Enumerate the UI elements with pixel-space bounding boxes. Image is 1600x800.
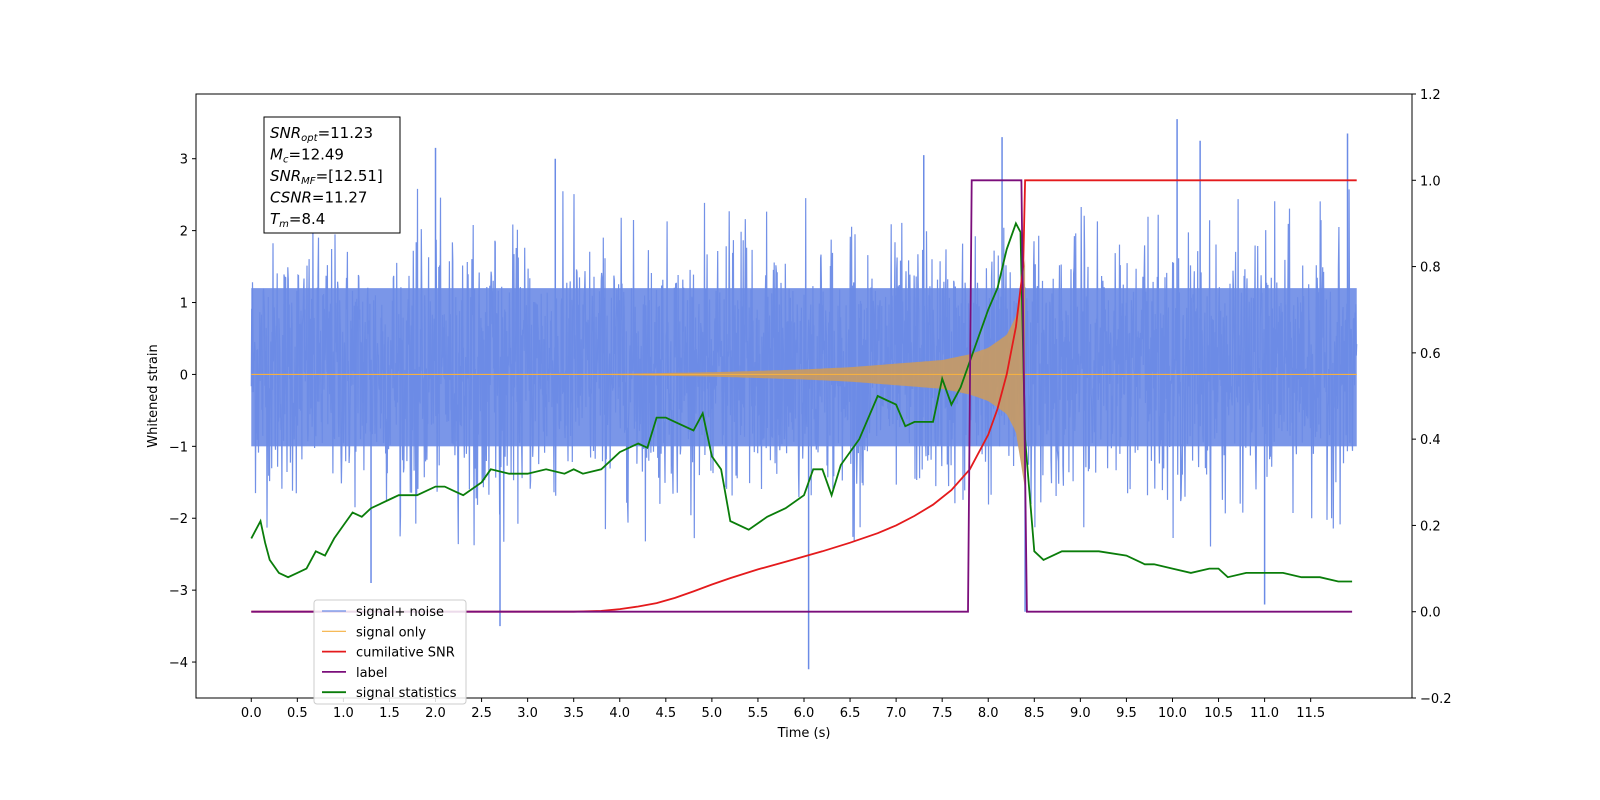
y-tick-label: −2 bbox=[169, 512, 188, 527]
x-tick-label: 11.0 bbox=[1250, 706, 1279, 721]
x-tick-label: 4.5 bbox=[655, 706, 676, 721]
label-line bbox=[251, 179, 1353, 613]
y2-tick-label: 0.0 bbox=[1420, 606, 1441, 621]
x-tick-label: 10.0 bbox=[1158, 706, 1187, 721]
y-axis-left: −4 −3 −2 −1 0 1 2 3 bbox=[169, 153, 196, 671]
x-tick-label: 5.0 bbox=[702, 706, 723, 721]
annotation-line: Mc=12.49 bbox=[270, 146, 344, 166]
x-tick-label: 3.5 bbox=[563, 706, 584, 721]
x-tick-label: 1.5 bbox=[379, 706, 400, 721]
x-tick-label: 8.0 bbox=[978, 706, 999, 721]
x-tick-label: 7.5 bbox=[932, 706, 953, 721]
cumilative-snr-line bbox=[251, 179, 1357, 613]
plot-area bbox=[250, 119, 1358, 670]
legend-label: label bbox=[356, 666, 387, 681]
y2-tick-label: 0.8 bbox=[1420, 261, 1441, 276]
y-tick-label: 2 bbox=[180, 225, 188, 240]
y-tick-label: −4 bbox=[169, 656, 188, 671]
y2-tick-label: 0.2 bbox=[1420, 519, 1441, 534]
legend-label: signal statistics bbox=[356, 686, 457, 701]
x-tick-label: 9.0 bbox=[1070, 706, 1091, 721]
y2-tick-label: 1.0 bbox=[1420, 174, 1441, 189]
legend-label: cumilative SNR bbox=[356, 646, 455, 661]
annotation-line: CSNR=11.27 bbox=[270, 189, 367, 207]
legend-label: signal only bbox=[356, 625, 426, 640]
x-tick-label: 0.0 bbox=[241, 706, 262, 721]
y2-tick-label: 0.6 bbox=[1420, 347, 1441, 362]
x-tick-label: 7.0 bbox=[886, 706, 907, 721]
x-tick-label: 8.5 bbox=[1024, 706, 1045, 721]
x-tick-label: 10.5 bbox=[1204, 706, 1233, 721]
x-tick-label: 5.5 bbox=[748, 706, 769, 721]
y-axis-label: Whitened strain bbox=[146, 344, 161, 447]
x-tick-label: 1.0 bbox=[333, 706, 354, 721]
signal-noise-band bbox=[251, 288, 1357, 447]
y2-tick-label: −0.2 bbox=[1420, 692, 1452, 707]
y-tick-label: 0 bbox=[180, 368, 188, 383]
y-tick-label: −3 bbox=[169, 584, 188, 599]
y-tick-label: 1 bbox=[180, 297, 188, 312]
x-tick-label: 3.0 bbox=[517, 706, 538, 721]
y-tick-label: −1 bbox=[169, 440, 188, 455]
x-tick-label: 6.0 bbox=[794, 706, 815, 721]
annotation-line: SNRopt=11.23 bbox=[270, 124, 373, 144]
x-tick-label: 2.0 bbox=[425, 706, 446, 721]
x-tick-label: 4.0 bbox=[609, 706, 630, 721]
y-tick-label: 3 bbox=[180, 153, 188, 168]
annotation-frame bbox=[263, 116, 401, 234]
x-tick-label: 0.5 bbox=[287, 706, 308, 721]
legend-label: signal+ noise bbox=[356, 605, 444, 620]
signal-noise-series bbox=[250, 119, 1358, 670]
x-tick-label: 6.5 bbox=[840, 706, 861, 721]
x-axis: 0.0 0.5 1.0 1.5 2.0 2.5 3.0 3.5 4.0 4.5 5.0 5.5 6.0 6… bbox=[241, 698, 1325, 721]
annotation-line: SNRMF=[12.51] bbox=[270, 167, 383, 187]
y2-tick-label: 0.4 bbox=[1420, 433, 1441, 448]
right-axis-series bbox=[250, 179, 1357, 613]
x-tick-label: 9.5 bbox=[1116, 706, 1137, 721]
y-axis-right: −0.2 0.0 0.2 0.4 0.6 0.8 1.0 1.2 bbox=[1412, 88, 1452, 707]
legend-frame bbox=[313, 599, 467, 705]
legend: signal+ noise signal only cumilative SNR la… bbox=[313, 599, 467, 705]
x-tick-label: 11.5 bbox=[1296, 706, 1325, 721]
signal-statistics-line bbox=[250, 221, 1353, 583]
signal-only-series bbox=[251, 259, 1357, 490]
annotation-line: Tm=8.4 bbox=[270, 210, 325, 230]
y2-tick-label: 1.2 bbox=[1420, 88, 1441, 103]
x-axis-label: Time (s) bbox=[777, 726, 831, 741]
x-tick-label: 2.5 bbox=[471, 706, 492, 721]
